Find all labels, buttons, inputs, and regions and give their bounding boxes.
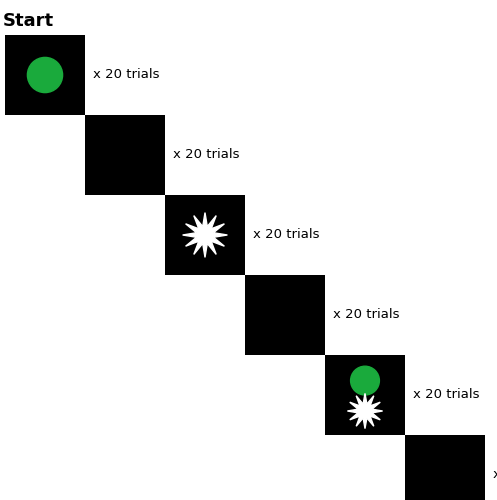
Text: Start: Start — [3, 12, 54, 30]
Text: x 20 trials: x 20 trials — [253, 228, 320, 241]
Bar — [405, 435, 485, 500]
Text: x 20 trials: x 20 trials — [333, 308, 400, 322]
Circle shape — [350, 366, 379, 395]
Text: x 20 trials: x 20 trials — [413, 388, 480, 402]
Bar — [245, 275, 325, 355]
Bar — [5, 35, 85, 115]
Polygon shape — [347, 394, 383, 428]
Text: x 20 trials: x 20 trials — [173, 148, 240, 162]
Polygon shape — [182, 212, 228, 258]
Bar — [325, 355, 405, 435]
Bar — [85, 115, 165, 195]
Bar — [165, 195, 245, 275]
Text: x 20 trials: x 20 trials — [93, 68, 160, 82]
Circle shape — [27, 58, 63, 92]
Text: x 20 trials: x 20 trials — [493, 468, 497, 481]
